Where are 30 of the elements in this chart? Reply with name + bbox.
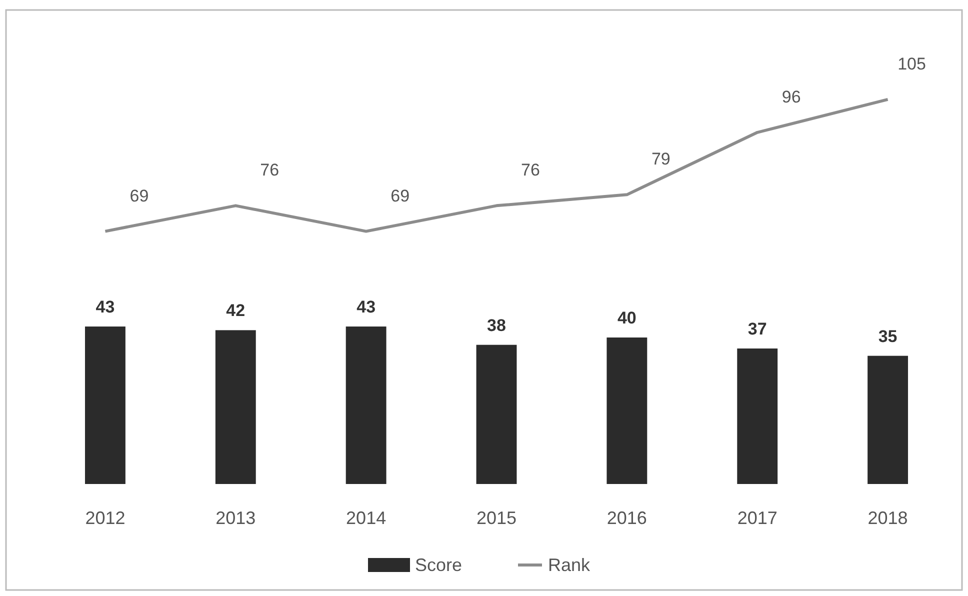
bar: [606, 338, 648, 484]
legend-label: Score: [415, 555, 462, 575]
data-label: 105: [898, 54, 926, 74]
data-label: 96: [782, 87, 801, 106]
legend-label: Rank: [548, 555, 592, 575]
data-label: 76: [521, 160, 540, 180]
data-label: 76: [260, 160, 280, 180]
data-label: 69: [130, 186, 149, 206]
data-label: 35: [878, 326, 898, 346]
bar: [737, 348, 778, 484]
data-label: 69: [390, 186, 410, 206]
x-tick-label: 2012: [85, 508, 126, 528]
data-label: 42: [226, 301, 246, 320]
x-tick-label: 2017: [737, 508, 778, 528]
data-label: 40: [617, 308, 636, 328]
data-label: 43: [356, 298, 376, 317]
bar: [476, 344, 517, 484]
bar: [346, 326, 386, 484]
x-tick-label: 2015: [476, 508, 517, 528]
data-label: 79: [651, 150, 670, 169]
x-tick-label: 2014: [346, 508, 386, 528]
bar: [215, 330, 256, 484]
data-label: 37: [748, 319, 767, 338]
data-label: 43: [96, 298, 115, 317]
x-tick-label: 2013: [216, 508, 256, 528]
x-tick-label: 2018: [868, 508, 908, 528]
data-label: 38: [487, 316, 506, 335]
bar: [85, 326, 126, 484]
bar: [868, 356, 908, 484]
x-tick-label: 2016: [606, 508, 647, 528]
